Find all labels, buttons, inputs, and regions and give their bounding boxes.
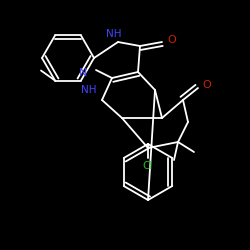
Text: NH: NH: [80, 85, 96, 95]
Text: Cl: Cl: [143, 161, 153, 171]
Text: O: O: [202, 80, 211, 90]
Text: NH: NH: [106, 29, 122, 39]
Text: N: N: [79, 68, 87, 78]
Text: O: O: [168, 35, 176, 45]
